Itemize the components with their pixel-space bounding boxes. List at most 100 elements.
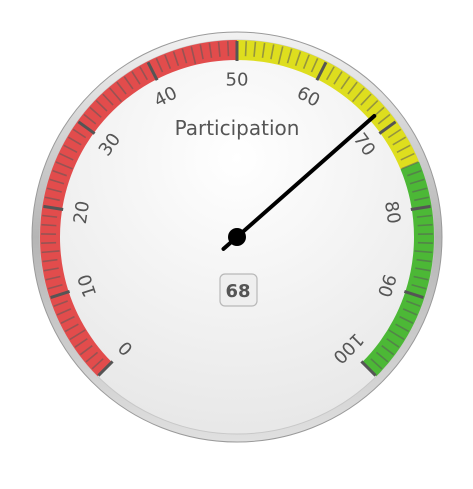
minor-tick xyxy=(56,308,72,316)
minor-tick xyxy=(49,178,65,185)
minor-tick xyxy=(333,71,343,85)
minor-tick xyxy=(416,214,432,218)
gauge-band-2 xyxy=(362,161,435,377)
minor-tick xyxy=(310,58,319,73)
minor-tick xyxy=(360,93,372,106)
minor-tick xyxy=(47,283,63,290)
minor-tick xyxy=(375,351,389,363)
minor-tick xyxy=(261,42,266,58)
minor-tick xyxy=(155,58,164,73)
minor-tick xyxy=(414,250,433,254)
minor-tick xyxy=(67,136,82,146)
minor-tick xyxy=(414,196,430,202)
minor-tick xyxy=(417,223,433,227)
minor-tick xyxy=(42,214,58,218)
minor-tick xyxy=(74,338,88,348)
minor-tick xyxy=(123,76,134,90)
minor-tick xyxy=(116,81,127,95)
minor-tick xyxy=(286,48,293,64)
minor-tick xyxy=(392,136,407,146)
minor-tick xyxy=(396,144,411,154)
minor-tick xyxy=(42,258,58,263)
minor-tick xyxy=(83,113,97,125)
major-tick xyxy=(77,120,96,135)
minor-tick xyxy=(89,106,102,118)
minor-tick xyxy=(302,54,310,70)
minor-tick xyxy=(325,66,335,81)
minor-tick xyxy=(381,345,395,356)
minor-tick xyxy=(164,54,172,70)
minor-tick xyxy=(53,300,68,308)
minor-tick xyxy=(46,187,62,193)
minor-tick xyxy=(217,41,221,57)
minor-tick xyxy=(109,87,123,103)
major-tick xyxy=(146,61,159,81)
tick-label-20: 20 xyxy=(70,199,94,225)
minor-tick xyxy=(411,283,427,290)
gauge-band-0 xyxy=(40,39,238,377)
tick-label-50: 50 xyxy=(226,70,249,91)
minor-tick xyxy=(43,267,59,272)
minor-tick xyxy=(226,41,230,57)
minor-tick xyxy=(199,44,204,60)
minor-tick xyxy=(181,48,188,64)
tick-label-80: 80 xyxy=(380,199,404,225)
minor-tick xyxy=(401,161,419,170)
minor-tick xyxy=(79,345,93,356)
minor-tick xyxy=(95,100,108,112)
minor-tick xyxy=(52,169,67,177)
minor-tick xyxy=(44,196,60,202)
minor-tick xyxy=(60,315,75,324)
minor-tick xyxy=(91,358,104,370)
minor-tick xyxy=(172,51,180,67)
value-readout: 68 xyxy=(225,281,250,302)
minor-tick xyxy=(366,100,379,112)
minor-tick xyxy=(72,128,87,139)
minor-tick xyxy=(413,275,429,281)
needle-line xyxy=(221,113,377,251)
minor-tick xyxy=(347,81,358,95)
minor-tick xyxy=(190,46,197,65)
minor-tick xyxy=(377,113,391,125)
minor-tick xyxy=(395,323,410,333)
minor-tick xyxy=(407,169,422,177)
minor-tick xyxy=(370,358,383,370)
minor-tick xyxy=(400,152,415,161)
minor-tick xyxy=(386,338,400,348)
minor-tick xyxy=(59,152,74,161)
minor-tick xyxy=(415,267,431,272)
major-tick xyxy=(315,61,328,81)
minor-tick xyxy=(388,329,405,341)
major-tick xyxy=(43,204,64,211)
major-tick xyxy=(378,120,397,135)
minor-tick xyxy=(45,275,61,281)
minor-tick xyxy=(409,178,425,185)
minor-tick xyxy=(55,161,73,170)
gauge-needle xyxy=(221,113,377,251)
minor-tick xyxy=(340,76,351,90)
minor-tick xyxy=(85,351,99,363)
minor-tick xyxy=(253,41,257,57)
minor-tick xyxy=(277,46,284,65)
major-tick xyxy=(360,360,377,377)
minor-tick xyxy=(402,308,418,316)
minor-tick xyxy=(412,187,428,193)
minor-tick xyxy=(69,329,86,341)
gauge-title: Participation xyxy=(175,116,300,140)
minor-tick xyxy=(399,315,414,324)
minor-tick xyxy=(64,323,79,333)
minor-tick xyxy=(41,223,57,227)
minor-tick xyxy=(270,44,275,60)
major-tick xyxy=(50,289,71,299)
major-tick xyxy=(410,204,431,211)
value-box xyxy=(219,273,258,307)
gauge-ticks xyxy=(41,41,433,377)
minor-tick xyxy=(102,93,114,106)
minor-tick xyxy=(139,66,149,81)
minor-tick xyxy=(294,51,302,67)
needle-hub xyxy=(228,228,246,246)
major-tick xyxy=(97,360,114,377)
minor-tick xyxy=(244,41,248,57)
